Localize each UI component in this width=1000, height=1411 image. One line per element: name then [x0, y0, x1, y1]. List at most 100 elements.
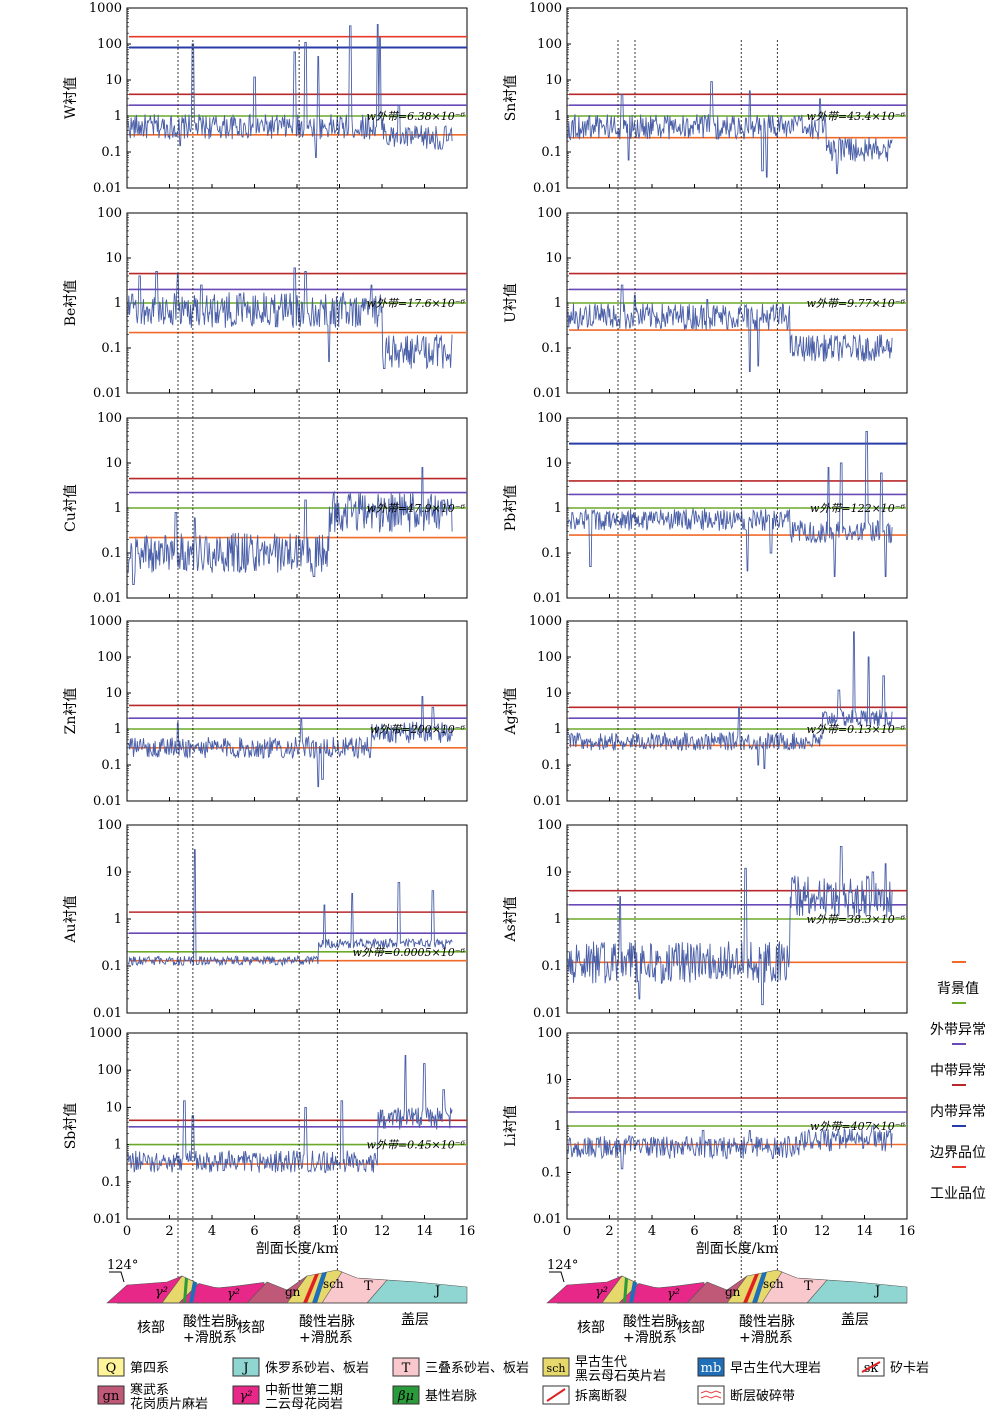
legend-text: 第四系 [130, 1361, 169, 1376]
y-tick-label: 0.1 [541, 341, 562, 356]
legend-label: 外带异常 [930, 1022, 986, 1038]
y-tick-label: 1 [114, 1138, 122, 1153]
series-Cu [127, 466, 453, 585]
y-tick-label: 100 [97, 650, 122, 665]
legend-box [697, 1357, 725, 1377]
y-tick-label: 0.01 [93, 181, 122, 196]
legend-text: 二云母花岗岩 [265, 1396, 343, 1411]
series-Ag [567, 631, 893, 769]
y-tick-label: 0.01 [533, 1212, 562, 1227]
series-Zn [127, 696, 453, 788]
series-Au [127, 849, 453, 967]
series-As [567, 845, 893, 1006]
plot-frame [126, 7, 468, 189]
geo-legend-item: T 三叠系砂岩、板岩 [392, 1357, 529, 1377]
y-tick-label: 100 [537, 650, 562, 665]
y-tick-label: 0.01 [93, 591, 122, 606]
marble-band [629, 1281, 637, 1303]
panel-As: 0.01 0.1 1 10 100 As衬值 w外带=38.3×10⁻⁶ [503, 818, 908, 1021]
unit-label: J [873, 1284, 880, 1299]
annotation-Pb: w外带=122×10⁻⁶ [810, 502, 906, 515]
y-tick-label: 1000 [89, 1026, 122, 1041]
annotation-Zn: w外带=200×10⁻⁶ [370, 723, 466, 736]
annotation-As: w外带=38.3×10⁻⁶ [806, 913, 905, 926]
annotation-Ag: w外带=0.13×10⁻⁶ [806, 723, 905, 736]
x-tick-label: 6 [250, 1224, 258, 1239]
legend-text: 矽卡岩 [890, 1361, 929, 1376]
legend-text: 寒武系 [130, 1382, 169, 1398]
y-tick-label: 100 [97, 1063, 122, 1078]
vein-label-2: +滑脱系 [623, 1329, 677, 1346]
y-tick-label: 1 [114, 296, 122, 311]
x-tick-label: 2 [165, 1224, 173, 1239]
rock-unit [806, 1279, 908, 1304]
unit-label: γ² [667, 1287, 680, 1302]
y-tick-label: 1 [114, 722, 122, 737]
y-tick-label: 1 [554, 109, 562, 124]
y-axis-label: As衬值 [503, 896, 519, 942]
x-tick-label: 8 [733, 1224, 741, 1239]
y-tick-label: 1000 [89, 1, 122, 16]
unit-label: γ² [227, 1287, 240, 1302]
cover-label: 盖层 [401, 1312, 429, 1328]
panel-Sb: 0.01 0.1 1 10 100 1000 Sb衬值 w外带=0.45×10⁻⁶ 0 2 4 6 8 1… [63, 1026, 475, 1257]
y-axis-label: Sb衬值 [63, 1103, 79, 1150]
geo-legend-item: 断层破碎带 [697, 1385, 795, 1405]
legend-label: 边界品位 [930, 1145, 986, 1161]
y-tick-label: 10 [105, 1100, 122, 1115]
annotation-W: w外带=6.38×10⁻⁶ [366, 110, 465, 123]
vein-label-2: +滑脱系 [183, 1329, 237, 1346]
y-axis-label: W衬值 [63, 77, 79, 119]
panel-Sn: 0.01 0.1 1 10 100 1000 Sn衬值 w外带=43.4×10⁻⁶ [503, 1, 908, 196]
basic-dyke [183, 1277, 188, 1303]
panel-Au: 0.01 0.1 1 10 100 Au衬值 w外带=0.0005×10⁻⁶ [63, 818, 468, 1021]
unit-label: sch [763, 1277, 784, 1291]
series-U [567, 284, 893, 372]
fault-dashed-lines [177, 40, 778, 1290]
y-axis-label: Li衬值 [503, 1105, 519, 1147]
cover-label: 盖层 [841, 1312, 869, 1328]
legend-text: 拆离断裂 [575, 1388, 627, 1404]
panel-Pb: 0.01 0.1 1 10 100 Pb衬值 w外带=122×10⁻⁶ [503, 411, 908, 606]
x-tick-label: 10 [331, 1224, 348, 1239]
y-tick-label: 10 [545, 456, 562, 471]
panel-Ag: 0.01 0.1 1 10 100 1000 Ag衬值 w外带=0.13×10⁻⁶ [503, 614, 908, 809]
geo-legend-item: J 侏罗系砂岩、板岩 [232, 1357, 369, 1377]
y-tick-label: 10 [545, 1073, 562, 1088]
legend-box [232, 1385, 260, 1405]
y-tick-label: 1 [554, 1119, 562, 1134]
y-tick-label: 10 [545, 865, 562, 880]
geo-legend-item: βμ 基性岩脉 [392, 1385, 477, 1405]
geo-legend-item: mb 早古生代大理岩 [697, 1357, 821, 1377]
rock-unit [106, 1275, 183, 1304]
geo-legend-item: Q 第四系 [97, 1357, 169, 1377]
rock-unit [366, 1279, 468, 1304]
y-tick-label: 100 [97, 37, 122, 52]
legend-label: 工业品位 [930, 1186, 986, 1202]
y-tick-label: 0.01 [533, 386, 562, 401]
detachment-fault [303, 1273, 319, 1303]
annotation-Li: w外带=407×10⁻⁶ [810, 1120, 906, 1133]
y-tick-label: 0.1 [101, 1175, 122, 1190]
y-axis-label: Be衬值 [63, 280, 79, 327]
geo-legend-item: sk 矽卡岩 [857, 1357, 929, 1377]
y-tick-label: 10 [545, 686, 562, 701]
y-axis-label: U衬值 [503, 283, 519, 323]
series-W [127, 23, 453, 159]
y-tick-label: 0.01 [93, 1006, 122, 1021]
legend-text: 基性岩脉 [425, 1389, 477, 1404]
legend-code: gn [103, 1389, 120, 1404]
y-tick-label: 1 [554, 501, 562, 516]
legend-code: T [402, 1361, 411, 1376]
annotation-Cu: w外带=47.9×10⁻⁶ [366, 502, 465, 515]
x-tick-label: 14 [856, 1224, 873, 1239]
x-tick-label: 8 [293, 1224, 301, 1239]
skarn-mark [861, 1361, 881, 1373]
y-tick-label: 0.1 [101, 959, 122, 974]
x-tick-label: 0 [123, 1224, 131, 1239]
